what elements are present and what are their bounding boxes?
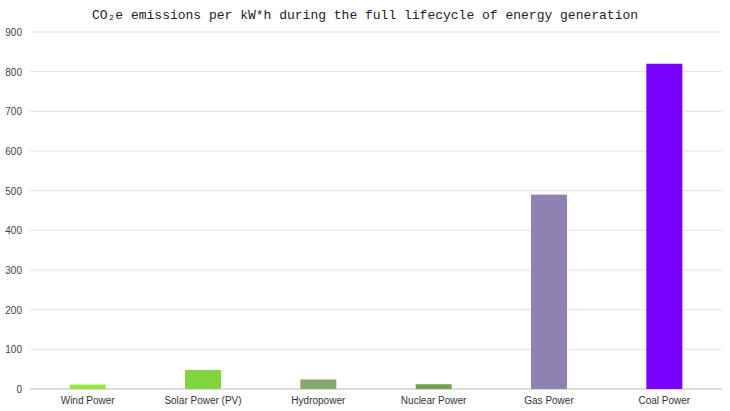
bar bbox=[646, 64, 682, 389]
grid-line bbox=[30, 349, 722, 350]
x-tick-label: Nuclear Power bbox=[401, 395, 467, 406]
bar bbox=[300, 379, 336, 389]
bar bbox=[70, 385, 106, 389]
x-tick-label: Hydropower bbox=[291, 395, 346, 406]
y-tick-label: 200 bbox=[5, 305, 22, 316]
bars bbox=[70, 64, 683, 389]
y-tick-label: 0 bbox=[16, 384, 22, 395]
grid-line bbox=[30, 32, 722, 33]
grid-line bbox=[30, 190, 722, 191]
chart-title: CO₂e emissions per kW*h during the full … bbox=[92, 8, 638, 23]
x-tick-label: Solar Power (PV) bbox=[164, 395, 241, 406]
y-tick-label: 300 bbox=[5, 265, 22, 276]
y-tick-label: 900 bbox=[5, 27, 22, 38]
grid-line bbox=[30, 111, 722, 112]
chart: CO₂e emissions per kW*h during the full … bbox=[0, 0, 730, 411]
y-tick-label: 100 bbox=[5, 344, 22, 355]
y-tick-label: 600 bbox=[5, 146, 22, 157]
grid-line bbox=[30, 71, 722, 72]
y-tick-label: 500 bbox=[5, 186, 22, 197]
bar bbox=[531, 195, 567, 389]
grid-line bbox=[30, 389, 722, 390]
y-tick-label: 400 bbox=[5, 225, 22, 236]
chart-container: CO₂e emissions per kW*h during the full … bbox=[0, 0, 730, 411]
y-tick-label: 800 bbox=[5, 67, 22, 78]
y-tick-label: 700 bbox=[5, 106, 22, 117]
grid-line bbox=[30, 270, 722, 271]
x-tick-label: Wind Power bbox=[61, 395, 116, 406]
x-tick-label: Coal Power bbox=[638, 395, 690, 406]
bar bbox=[185, 370, 221, 389]
bar bbox=[416, 384, 452, 389]
grid-line bbox=[30, 230, 722, 231]
grid-line bbox=[30, 151, 722, 152]
grid-line bbox=[30, 309, 722, 310]
x-tick-label: Gas Power bbox=[524, 395, 574, 406]
